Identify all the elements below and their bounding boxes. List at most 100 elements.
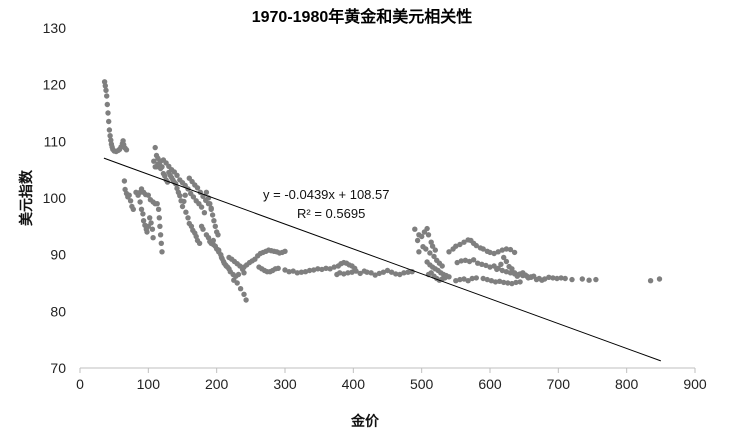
data-point xyxy=(159,249,165,255)
data-point xyxy=(469,275,475,282)
data-point xyxy=(235,271,242,278)
data-point xyxy=(158,240,164,246)
x-tick-label: 900 xyxy=(683,376,707,392)
data-point xyxy=(511,249,518,256)
data-point xyxy=(306,267,313,274)
data-point xyxy=(431,253,437,260)
data-point xyxy=(104,101,111,108)
data-point xyxy=(174,172,180,178)
data-point xyxy=(475,260,481,266)
data-point xyxy=(357,270,363,277)
data-point xyxy=(211,218,217,224)
data-point xyxy=(569,276,575,283)
trendline-equation: y = -0.0439x + 108.57 xyxy=(263,187,389,202)
data-point xyxy=(209,212,216,218)
x-tick-label: 100 xyxy=(137,376,161,392)
data-point xyxy=(473,275,479,281)
x-tick-label: 200 xyxy=(205,376,229,392)
data-point xyxy=(157,232,164,238)
data-point xyxy=(446,274,452,280)
x-tick-label: 600 xyxy=(478,376,502,392)
data-point xyxy=(454,259,460,266)
data-point xyxy=(237,286,244,292)
data-point xyxy=(104,93,110,99)
data-point xyxy=(341,271,347,277)
data-point xyxy=(212,223,218,229)
data-point xyxy=(503,258,510,265)
data-point xyxy=(144,229,150,235)
data-point xyxy=(503,269,510,275)
data-point xyxy=(179,203,186,210)
data-point xyxy=(183,209,189,215)
data-point xyxy=(388,269,395,275)
data-point xyxy=(376,270,382,277)
data-point xyxy=(492,279,499,285)
trendline-group xyxy=(103,157,662,362)
data-point xyxy=(148,220,154,226)
data-point xyxy=(509,266,515,272)
data-point xyxy=(345,270,351,276)
data-point xyxy=(331,264,337,270)
data-point xyxy=(501,254,507,261)
data-point xyxy=(140,211,146,217)
data-point xyxy=(425,232,432,238)
y-tick-label: 90 xyxy=(50,247,66,263)
data-point xyxy=(501,279,507,286)
y-tick-label: 120 xyxy=(43,77,67,93)
data-point xyxy=(484,276,490,283)
data-point xyxy=(442,275,448,281)
data-point xyxy=(401,270,407,276)
data-point xyxy=(458,258,464,264)
data-point xyxy=(423,246,429,252)
data-point xyxy=(419,233,425,240)
data-point xyxy=(372,272,378,278)
data-point xyxy=(107,133,113,139)
data-point xyxy=(562,275,568,282)
chart-title: 1970-1980年黄金和美元相关性 xyxy=(252,7,473,26)
data-point xyxy=(470,257,477,263)
data-point xyxy=(138,206,145,212)
data-point xyxy=(315,266,321,272)
data-point xyxy=(156,215,162,221)
data-point xyxy=(466,258,473,265)
data-point xyxy=(216,247,222,253)
trendline xyxy=(103,157,662,362)
data-point xyxy=(127,198,134,204)
data-point xyxy=(558,275,564,281)
data-point xyxy=(241,270,247,276)
data-point xyxy=(656,276,663,282)
data-point xyxy=(461,276,467,282)
data-point xyxy=(542,276,548,282)
chart-axes: 0 100 200 300 400 500 600 700 800 900 70 80 90 100 110… xyxy=(43,20,707,392)
data-point xyxy=(126,192,132,198)
data-point xyxy=(453,278,459,284)
data-point xyxy=(405,269,411,275)
data-point xyxy=(593,276,599,283)
data-point xyxy=(412,226,418,232)
data-point xyxy=(137,199,143,205)
data-point xyxy=(579,276,585,282)
data-point xyxy=(337,270,343,276)
x-tick-label: 500 xyxy=(410,376,434,392)
data-point xyxy=(154,201,160,207)
data-point xyxy=(503,246,510,252)
data-point xyxy=(453,243,459,249)
data-point xyxy=(103,87,109,94)
data-point xyxy=(282,248,288,254)
data-point xyxy=(198,204,205,210)
data-point xyxy=(487,264,493,270)
data-point xyxy=(327,266,333,272)
data-point xyxy=(196,240,203,246)
data-point xyxy=(234,280,240,286)
data-point xyxy=(546,274,552,280)
data-point xyxy=(215,232,221,238)
data-point xyxy=(479,261,485,267)
data-point xyxy=(488,278,495,284)
data-point xyxy=(200,226,206,232)
data-point xyxy=(397,271,403,278)
data-point xyxy=(323,265,329,271)
data-point xyxy=(483,262,489,269)
y-axis-label: 美元指数 xyxy=(18,169,34,226)
data-point xyxy=(364,269,370,275)
data-point xyxy=(182,192,188,198)
